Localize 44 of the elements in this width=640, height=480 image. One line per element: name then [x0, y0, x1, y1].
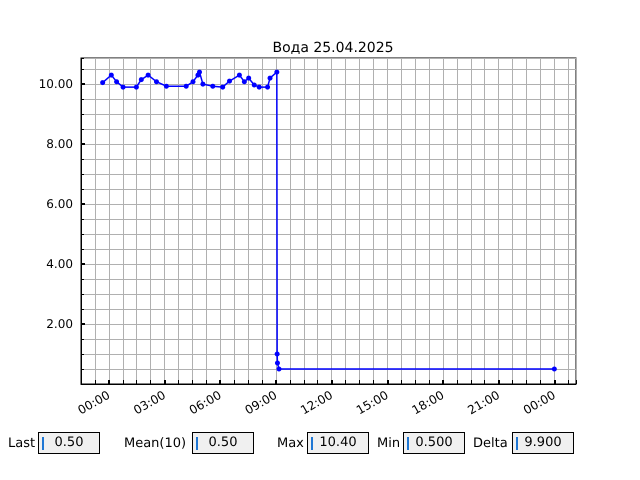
point — [138, 77, 144, 82]
point — [274, 360, 280, 366]
point — [276, 366, 282, 372]
y-tick-label: 10.00 — [38, 77, 73, 92]
point — [108, 72, 114, 78]
point — [114, 79, 120, 84]
text: Max — [277, 436, 304, 451]
point — [242, 79, 247, 84]
point — [184, 84, 189, 89]
point — [164, 84, 169, 89]
point — [265, 84, 270, 90]
point — [274, 70, 280, 75]
point — [252, 82, 257, 88]
y-tick-label: 4.00 — [46, 257, 73, 272]
point — [210, 84, 216, 89]
text-field: 0.50 — [192, 432, 254, 454]
point — [196, 70, 202, 75]
y-tick-label: 6.00 — [46, 197, 73, 212]
point — [268, 76, 273, 81]
text-field: 9.900 — [512, 432, 574, 454]
point — [246, 76, 252, 81]
point — [100, 80, 106, 86]
text: Last — [8, 436, 36, 451]
point — [552, 366, 557, 372]
point — [190, 79, 196, 84]
point — [274, 352, 280, 357]
point — [236, 72, 242, 78]
chart-title: Вода 25.04.2025 — [272, 40, 394, 56]
point — [154, 79, 159, 84]
point — [134, 84, 139, 90]
text: Min — [377, 436, 400, 451]
point — [220, 84, 226, 90]
text: Mean(10) — [124, 436, 186, 451]
point — [200, 82, 206, 87]
text-field: 10.40 — [307, 432, 369, 454]
text: Delta — [473, 436, 508, 451]
text-field: 0.50 — [38, 432, 100, 454]
y-tick-label: 8.00 — [46, 137, 73, 152]
y-tick-label: 2.00 — [46, 317, 73, 332]
point — [227, 78, 232, 84]
point — [256, 84, 262, 90]
point — [120, 84, 126, 90]
text-field: 0.500 — [403, 432, 465, 454]
point — [146, 72, 151, 78]
